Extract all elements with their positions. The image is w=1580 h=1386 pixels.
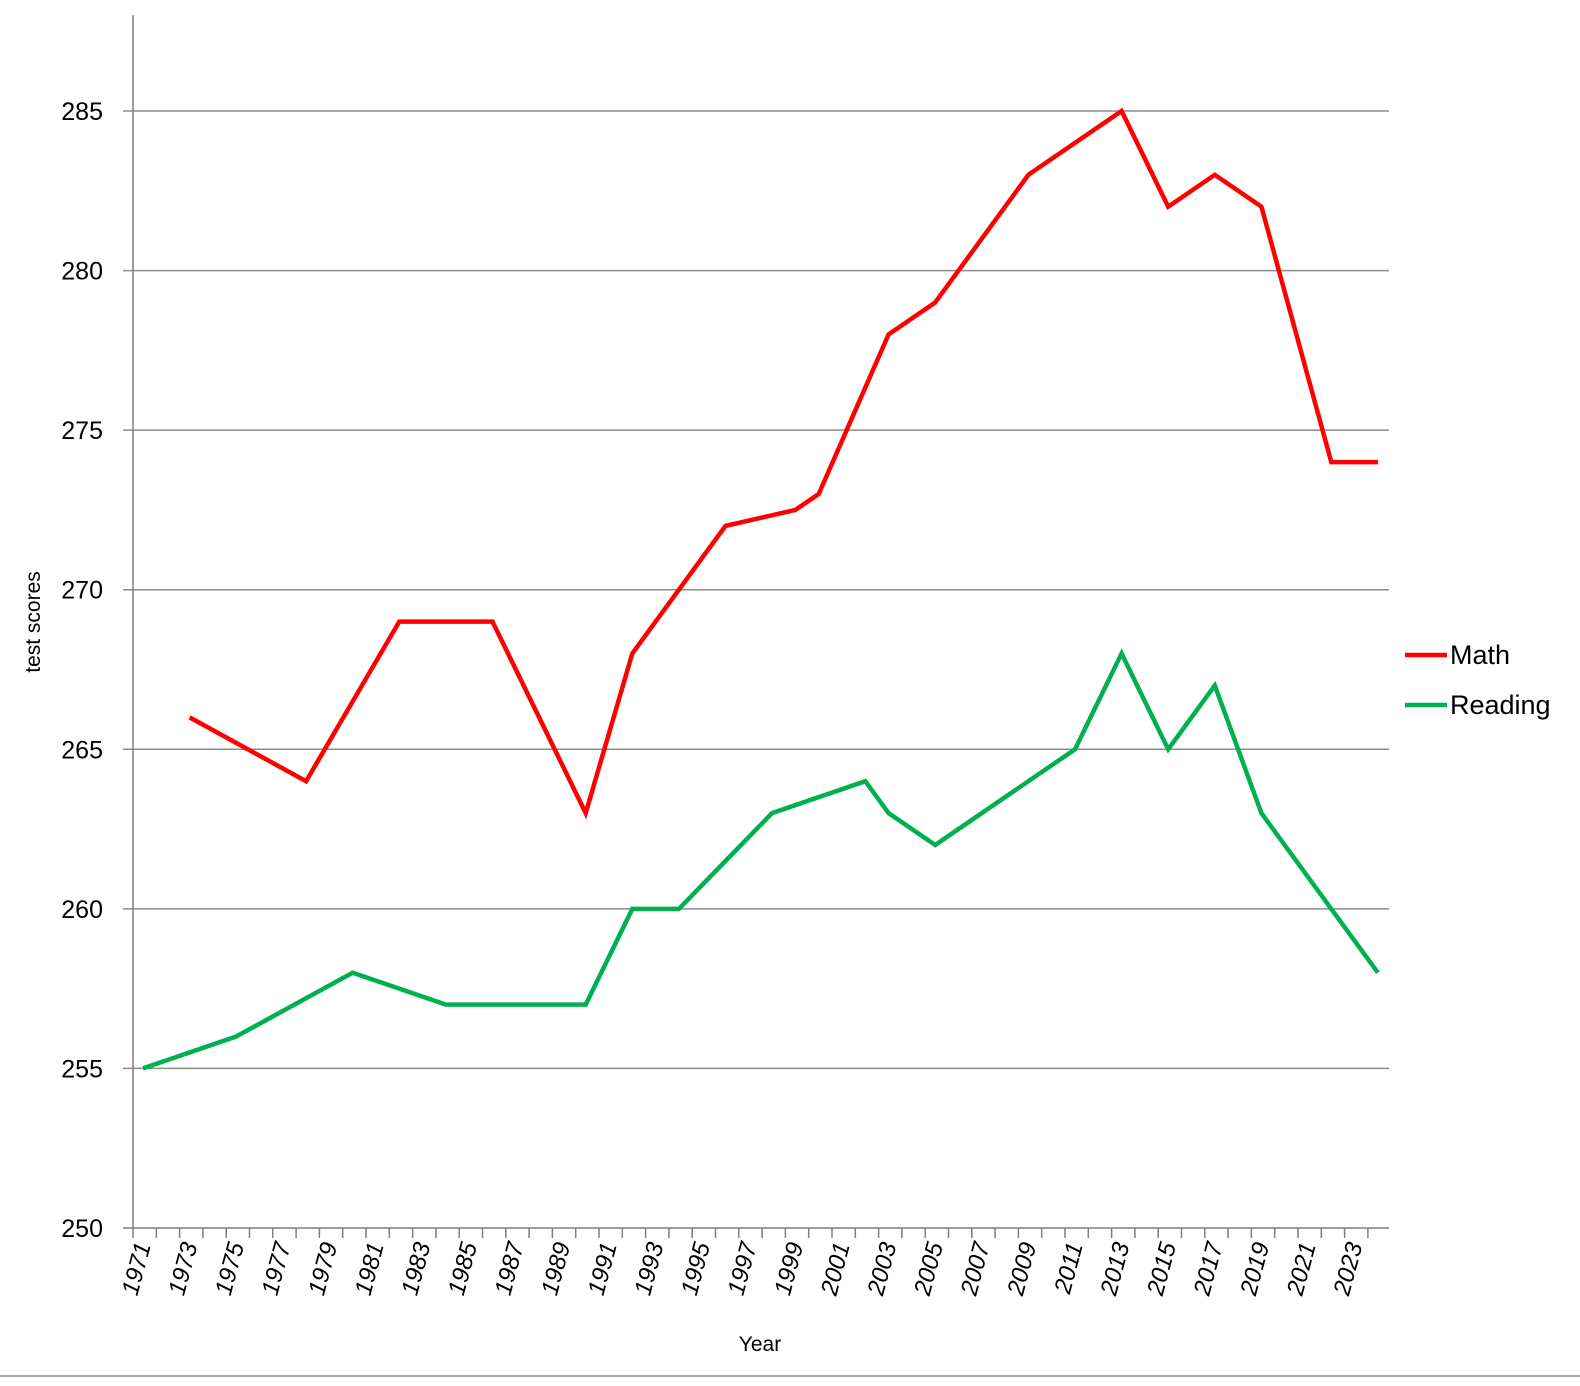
x-tick-label: 2013 xyxy=(1095,1239,1135,1299)
x-tick-label: 2007 xyxy=(955,1238,996,1299)
x-tick-label: 1987 xyxy=(490,1238,530,1298)
x-tick-label: 1983 xyxy=(396,1239,436,1298)
y-tick-label: 285 xyxy=(61,98,103,126)
x-tick-label: 1999 xyxy=(769,1240,809,1299)
y-tick-labels: 250 255 260 265 270 275 280 285 xyxy=(61,98,103,1243)
x-tick-label: 1995 xyxy=(676,1239,716,1298)
series-lines xyxy=(142,107,1380,1071)
x-tick-label: 1981 xyxy=(350,1240,390,1299)
x-tick-label: 1973 xyxy=(163,1239,203,1298)
legend: Math Reading xyxy=(1405,640,1551,720)
y-tick-label: 250 xyxy=(61,1215,103,1243)
x-tick-label: 1993 xyxy=(629,1239,669,1298)
y-tick-label: 265 xyxy=(61,736,103,764)
y-axis-label: test scores xyxy=(22,571,45,673)
x-tick-label: 2021 xyxy=(1282,1240,1322,1300)
x-tick-label: 2003 xyxy=(862,1239,902,1299)
x-tick-label: 1985 xyxy=(443,1239,483,1298)
y-tick-label: 270 xyxy=(61,577,103,605)
y-tick-label: 280 xyxy=(61,258,103,286)
series-line-reading xyxy=(142,648,1380,1071)
legend-label-math: Math xyxy=(1450,640,1510,670)
x-tick-label: 1991 xyxy=(583,1240,623,1299)
y-tick-label: 255 xyxy=(61,1055,103,1083)
gridlines xyxy=(123,110,1389,1229)
x-tick-label: 1989 xyxy=(536,1240,576,1299)
x-tick-label: 2017 xyxy=(1188,1238,1229,1299)
x-tick-label: 2009 xyxy=(1002,1240,1042,1300)
axes xyxy=(132,15,1389,1229)
y-tick-label: 275 xyxy=(61,417,103,445)
legend-label-reading: Reading xyxy=(1450,690,1551,720)
x-tick-label: 1997 xyxy=(723,1238,763,1298)
y-tick-label: 260 xyxy=(61,896,103,924)
x-tick-label: 1971 xyxy=(117,1240,157,1299)
x-tick-label: 2019 xyxy=(1235,1240,1275,1300)
series-line-math xyxy=(188,107,1378,820)
x-tick-label: 1977 xyxy=(257,1238,297,1298)
x-tick-label: 2001 xyxy=(816,1240,856,1300)
x-tick-label: 2011 xyxy=(1049,1240,1089,1298)
x-tick-label: 1975 xyxy=(210,1239,250,1298)
x-axis-label: Year xyxy=(739,1333,781,1356)
x-tick-label: 1979 xyxy=(303,1240,343,1299)
x-tick-label: 2015 xyxy=(1142,1239,1182,1299)
x-tick-label: 2023 xyxy=(1328,1239,1368,1299)
x-tick-label: 2005 xyxy=(909,1239,949,1299)
x-ticks: 1971 1973 1975 1977 1979 1981 1983 1985 1987 1989… xyxy=(117,1228,1369,1299)
